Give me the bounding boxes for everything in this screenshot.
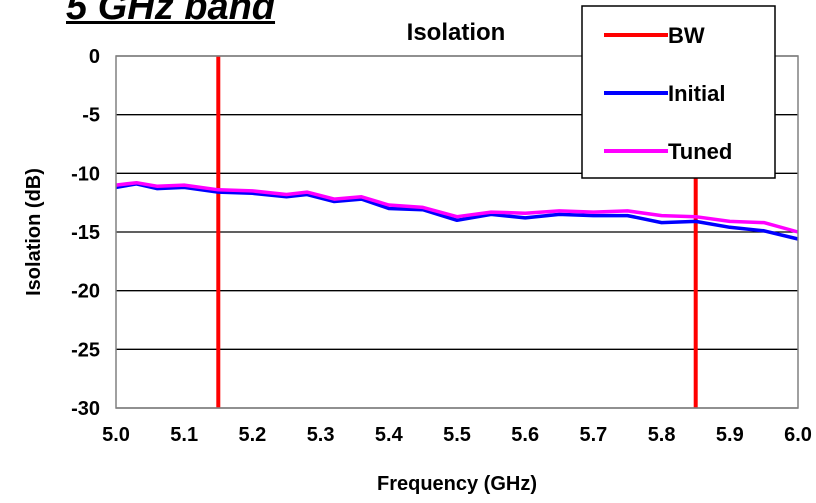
x-tick-label: 5.5 — [443, 424, 471, 446]
x-tick-label: 5.2 — [238, 424, 266, 446]
y-tick-label: -20 — [71, 281, 100, 303]
x-tick-label: 5.4 — [375, 424, 404, 446]
x-tick-label: 5.1 — [170, 424, 198, 446]
legend-label: BW — [668, 23, 705, 48]
slide-heading: 5 GHz band — [66, 0, 276, 28]
y-tick-label: -25 — [71, 339, 100, 361]
y-tick-label: -5 — [82, 105, 100, 127]
y-tick-label: -30 — [71, 398, 100, 420]
chart-title: Isolation — [407, 19, 506, 46]
y-tick-labels: 0 -5 -10 -15 -20 -25 -30 — [71, 46, 100, 420]
x-tick-label: 6.0 — [784, 424, 812, 446]
x-tick-labels: 5.0 5.1 5.2 5.3 5.4 5.5 5.6 5.7 5.8 5.9 6.0 — [102, 424, 812, 446]
x-tick-label: 5.6 — [511, 424, 539, 446]
legend-label: Initial — [668, 81, 725, 106]
y-tick-label: -10 — [71, 163, 100, 185]
y-axis-title: Isolation (dB) — [23, 168, 45, 296]
y-tick-label: -15 — [71, 222, 100, 244]
plot-frame — [115, 55, 799, 409]
x-tick-label: 5.3 — [307, 424, 335, 446]
x-tick-label: 5.8 — [648, 424, 676, 446]
y-tick-label: 0 — [89, 46, 100, 68]
series-line-initial — [115, 182, 799, 241]
legend-label: Tuned — [668, 139, 732, 164]
series-lines — [115, 180, 799, 241]
x-tick-label: 5.9 — [716, 424, 744, 446]
x-tick-label: 5.0 — [102, 424, 130, 446]
x-axis-title: Frequency (GHz) — [377, 473, 537, 495]
series-line-tuned — [115, 180, 799, 234]
legend: BW Initial Tuned — [581, 5, 776, 179]
x-tick-label: 5.7 — [579, 424, 607, 446]
